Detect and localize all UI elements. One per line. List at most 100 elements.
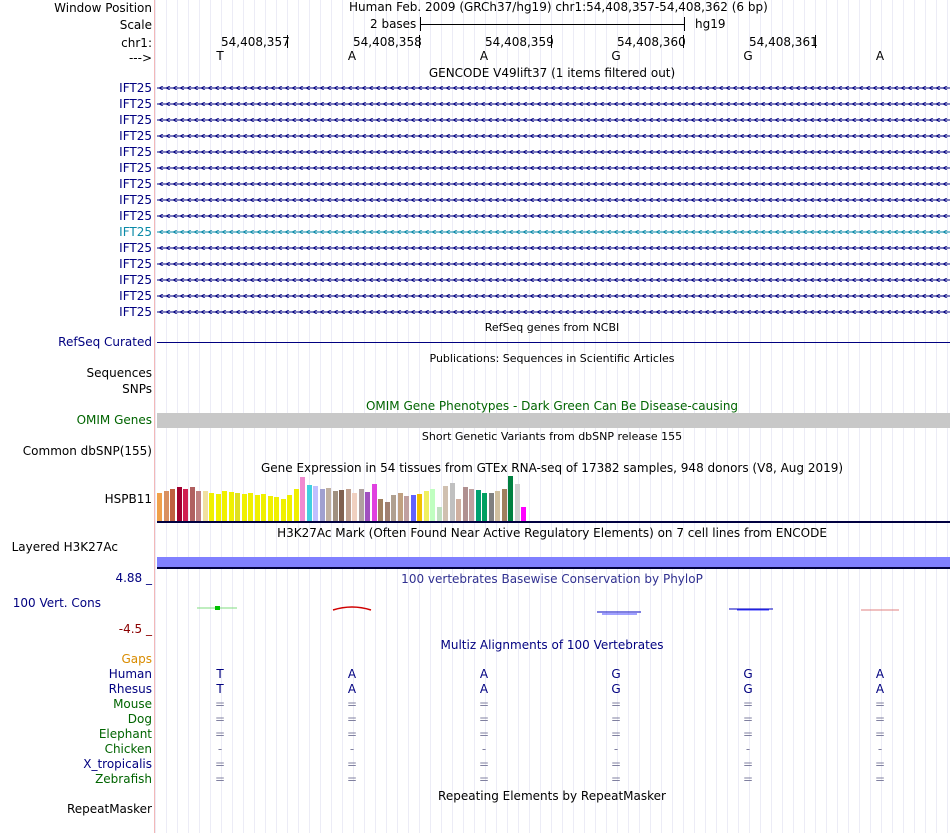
gtex-tissue-bar[interactable] bbox=[378, 499, 383, 521]
gtex-tissue-bar[interactable] bbox=[228, 492, 234, 521]
gencode-label[interactable]: IFT25 bbox=[119, 225, 152, 239]
gtex-tissue-bar[interactable] bbox=[508, 476, 513, 521]
gtex-tissue-bar[interactable] bbox=[196, 491, 201, 521]
gtex-tissue-bar[interactable] bbox=[475, 490, 481, 521]
gtex-tissue-bar[interactable] bbox=[430, 489, 435, 521]
gtex-bar-chart[interactable] bbox=[157, 474, 950, 521]
label-gtex[interactable]: HSPB11 bbox=[104, 492, 152, 506]
omim-bar[interactable] bbox=[157, 413, 950, 428]
gtex-tissue-bar[interactable] bbox=[202, 491, 208, 521]
gtex-tissue-bar[interactable] bbox=[176, 487, 182, 521]
gtex-tissue-bar[interactable] bbox=[482, 493, 487, 521]
gtex-tissue-bar[interactable] bbox=[300, 477, 305, 521]
gtex-tissue-bar[interactable] bbox=[501, 489, 507, 521]
gencode-transcript[interactable] bbox=[157, 262, 950, 266]
species-label[interactable]: Dog bbox=[127, 712, 152, 726]
refseq-line[interactable] bbox=[157, 342, 950, 343]
gtex-tissue-bar[interactable] bbox=[183, 489, 188, 521]
gtex-tissue-bar[interactable] bbox=[332, 491, 338, 521]
gencode-transcript[interactable] bbox=[157, 166, 950, 170]
h3k27ac-title[interactable]: H3K27Ac Mark (Often Found Near Active Re… bbox=[277, 526, 827, 540]
gencode-label[interactable]: IFT25 bbox=[119, 81, 152, 95]
gencode-label[interactable]: IFT25 bbox=[119, 161, 152, 175]
gtex-tissue-bar[interactable] bbox=[267, 496, 273, 521]
gencode-label[interactable]: IFT25 bbox=[119, 305, 152, 319]
label-snps[interactable]: SNPs bbox=[122, 382, 152, 396]
gtex-tissue-bar[interactable] bbox=[469, 489, 474, 521]
species-label[interactable]: Chicken bbox=[104, 742, 152, 756]
gtex-tissue-bar[interactable] bbox=[280, 499, 286, 521]
gtex-tissue-bar[interactable] bbox=[339, 490, 344, 521]
label-omim[interactable]: OMIM Genes bbox=[76, 413, 152, 427]
gtex-tissue-bar[interactable] bbox=[189, 487, 195, 521]
gtex-tissue-bar[interactable] bbox=[436, 507, 442, 521]
gtex-tissue-bar[interactable] bbox=[254, 495, 260, 521]
species-label[interactable]: Mouse bbox=[113, 697, 152, 711]
gencode-transcript[interactable] bbox=[157, 198, 950, 202]
gtex-tissue-bar[interactable] bbox=[423, 491, 429, 521]
gtex-tissue-bar[interactable] bbox=[365, 492, 370, 521]
omim-title[interactable]: OMIM Gene Phenotypes - Dark Green Can Be… bbox=[365, 399, 739, 413]
gtex-tissue-bar[interactable] bbox=[241, 494, 247, 521]
gtex-title[interactable]: Gene Expression in 54 tissues from GTEx … bbox=[260, 461, 844, 475]
label-dbsnp[interactable]: Common dbSNP(155) bbox=[22, 444, 152, 458]
label-gaps[interactable]: Gaps bbox=[121, 652, 152, 666]
gencode-label[interactable]: IFT25 bbox=[119, 273, 152, 287]
gtex-tissue-bar[interactable] bbox=[514, 484, 520, 521]
species-label[interactable]: Elephant bbox=[98, 727, 152, 741]
gtex-tissue-bar[interactable] bbox=[274, 497, 279, 521]
gtex-tissue-bar[interactable] bbox=[410, 495, 416, 521]
gtex-tissue-bar[interactable] bbox=[306, 485, 312, 521]
gtex-tissue-bar[interactable] bbox=[488, 493, 494, 521]
gtex-tissue-bar[interactable] bbox=[404, 496, 409, 521]
gtex-tissue-bar[interactable] bbox=[384, 502, 390, 521]
h3k27ac-bar[interactable] bbox=[157, 557, 950, 567]
gtex-tissue-bar[interactable] bbox=[248, 493, 253, 521]
gtex-tissue-bar[interactable] bbox=[495, 491, 500, 521]
gtex-tissue-bar[interactable] bbox=[449, 483, 455, 521]
gtex-tissue-bar[interactable] bbox=[391, 495, 396, 521]
gencode-label[interactable]: IFT25 bbox=[119, 241, 152, 255]
gencode-label[interactable]: IFT25 bbox=[119, 289, 152, 303]
gencode-transcript[interactable] bbox=[157, 86, 950, 90]
gencode-label[interactable]: IFT25 bbox=[119, 113, 152, 127]
gencode-transcript[interactable] bbox=[157, 102, 950, 106]
gtex-tissue-bar[interactable] bbox=[287, 495, 292, 521]
cons-title[interactable]: 100 vertebrates Basewise Conservation by… bbox=[401, 572, 703, 586]
gencode-label[interactable]: IFT25 bbox=[119, 193, 152, 207]
gencode-transcript[interactable] bbox=[157, 278, 950, 282]
gtex-tissue-bar[interactable] bbox=[313, 486, 318, 521]
gencode-transcript[interactable] bbox=[157, 150, 950, 154]
gtex-tissue-bar[interactable] bbox=[235, 493, 240, 521]
gencode-label[interactable]: IFT25 bbox=[119, 97, 152, 111]
label-repeatmasker[interactable]: RepeatMasker bbox=[66, 802, 152, 816]
species-label[interactable]: Zebrafish bbox=[95, 772, 152, 786]
gtex-tissue-bar[interactable] bbox=[371, 484, 377, 521]
refseq-title[interactable]: RefSeq genes from NCBI bbox=[484, 321, 620, 334]
label-refseq[interactable]: RefSeq Curated bbox=[58, 335, 152, 349]
gtex-tissue-bar[interactable] bbox=[521, 507, 526, 521]
species-label[interactable]: X_tropicalis bbox=[83, 757, 152, 771]
gencode-title[interactable]: GENCODE V49lift37 (1 items filtered out) bbox=[428, 66, 676, 80]
gtex-tissue-bar[interactable] bbox=[326, 488, 331, 521]
gtex-tissue-bar[interactable] bbox=[319, 489, 325, 521]
label-cons[interactable]: 100 Vert. Cons bbox=[12, 596, 101, 610]
gencode-label[interactable]: IFT25 bbox=[119, 145, 152, 159]
gencode-label[interactable]: IFT25 bbox=[119, 257, 152, 271]
gencode-transcript[interactable] bbox=[157, 246, 950, 250]
gtex-tissue-bar[interactable] bbox=[293, 489, 299, 521]
gtex-tissue-bar[interactable] bbox=[462, 487, 468, 521]
gtex-tissue-bar[interactable] bbox=[352, 493, 357, 521]
gtex-tissue-bar[interactable] bbox=[209, 493, 214, 521]
gtex-tissue-bar[interactable] bbox=[417, 494, 422, 521]
gtex-tissue-bar[interactable] bbox=[345, 489, 351, 521]
label-sequences[interactable]: Sequences bbox=[86, 366, 152, 380]
gencode-label[interactable]: IFT25 bbox=[119, 129, 152, 143]
pubs-title[interactable]: Publications: Sequences in Scientific Ar… bbox=[429, 352, 675, 365]
gtex-tissue-bar[interactable] bbox=[261, 494, 266, 521]
gencode-transcript[interactable] bbox=[157, 294, 950, 298]
gtex-tissue-bar[interactable] bbox=[358, 489, 364, 521]
species-label[interactable]: Human bbox=[108, 667, 152, 681]
label-strand[interactable]: ---> bbox=[128, 51, 152, 65]
gencode-label[interactable]: IFT25 bbox=[119, 209, 152, 223]
